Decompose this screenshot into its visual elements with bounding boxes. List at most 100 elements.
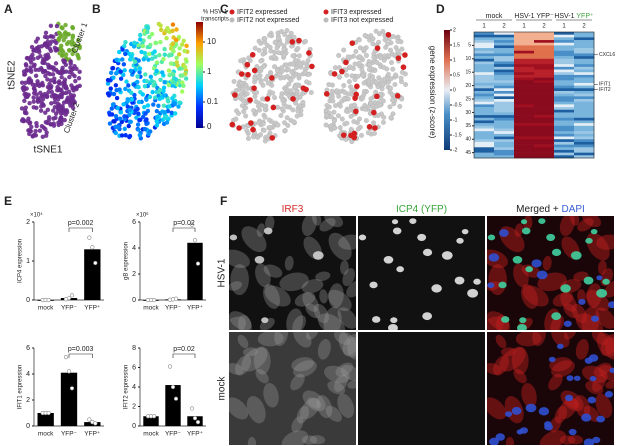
cell-point bbox=[279, 106, 285, 112]
nucleus bbox=[521, 227, 531, 235]
heatmap-cell bbox=[474, 115, 495, 119]
replicate-point bbox=[192, 238, 198, 243]
heatmap-cell bbox=[494, 133, 515, 137]
cell-point bbox=[158, 27, 164, 33]
cytoplasm bbox=[559, 435, 576, 445]
micrograph-content bbox=[229, 332, 356, 445]
cytoplasm bbox=[327, 289, 352, 312]
cell-point bbox=[360, 73, 366, 78]
heatmap-cell bbox=[494, 131, 515, 135]
y-axis-label: gB expression bbox=[124, 242, 130, 280]
heatmap-cell bbox=[474, 112, 495, 116]
colorbar-tick-label: -1.5 bbox=[453, 132, 462, 138]
cell-point bbox=[122, 114, 127, 119]
axis-label: tSNE1 bbox=[34, 145, 63, 156]
cell-point bbox=[297, 103, 303, 109]
heatmap-cell bbox=[514, 125, 535, 129]
cell-point bbox=[344, 120, 350, 126]
colorbar-tick-label: 1 bbox=[207, 67, 212, 76]
heatmap-cell bbox=[494, 117, 515, 121]
cytoplasm bbox=[317, 339, 331, 360]
cytoplasm bbox=[300, 397, 320, 420]
cell-point bbox=[49, 89, 55, 95]
nucleus bbox=[551, 248, 562, 257]
heatmap-cell bbox=[474, 117, 495, 121]
cell-point bbox=[398, 75, 404, 81]
nucleus bbox=[512, 255, 523, 264]
cytoplasm bbox=[586, 283, 602, 309]
cell-point bbox=[243, 82, 249, 88]
nucleus bbox=[369, 281, 378, 289]
cell-point-expressed bbox=[340, 132, 347, 138]
cell-point bbox=[136, 127, 141, 132]
heatmap-cell bbox=[534, 53, 555, 57]
cell-point bbox=[295, 108, 301, 114]
cell-point bbox=[24, 86, 29, 91]
cell-point bbox=[369, 74, 375, 80]
heatmap-cell bbox=[574, 74, 595, 78]
cell-point bbox=[43, 126, 48, 132]
nucleus bbox=[519, 317, 527, 324]
heatmap-cell bbox=[534, 88, 555, 92]
cell-point bbox=[278, 94, 284, 100]
cell-point bbox=[126, 123, 131, 129]
cell-point bbox=[331, 118, 337, 124]
x-tick-label: mock bbox=[38, 431, 54, 438]
heatmap-cell bbox=[494, 120, 515, 124]
replicate-point bbox=[66, 295, 72, 301]
gene-label: IFIT1 bbox=[599, 82, 611, 88]
heatmap-cell bbox=[514, 104, 535, 108]
cell-point-expressed bbox=[251, 67, 258, 74]
heatmap-cell bbox=[534, 123, 555, 127]
heatmap-cell bbox=[514, 37, 535, 41]
cytoplasm bbox=[563, 332, 577, 340]
cell-point bbox=[276, 41, 282, 47]
cell-point bbox=[355, 73, 361, 79]
cytoplasm bbox=[347, 336, 356, 360]
cell-point bbox=[244, 128, 250, 134]
heatmap-cell bbox=[554, 147, 575, 151]
heatmap-cell bbox=[494, 61, 515, 65]
cell-point-expressed bbox=[395, 55, 402, 61]
cell-point bbox=[356, 37, 362, 43]
cytoplasm bbox=[563, 303, 579, 319]
y-axis-label: IFIT1 expression bbox=[18, 365, 24, 410]
heatmap-cell bbox=[474, 152, 495, 156]
cytoplasm bbox=[487, 311, 510, 330]
heatmap-cell bbox=[554, 40, 575, 44]
heatmap-cell bbox=[574, 107, 595, 111]
cytoplasm bbox=[290, 373, 305, 391]
cell-point bbox=[330, 98, 336, 104]
micrograph-content bbox=[229, 216, 356, 330]
cell-point bbox=[114, 88, 119, 93]
cell-point bbox=[113, 83, 119, 88]
cytoplasm bbox=[265, 216, 275, 231]
heatmap-cell bbox=[554, 120, 575, 124]
heatmap-cell bbox=[474, 109, 495, 113]
cell-point bbox=[370, 41, 376, 47]
cell-point bbox=[45, 107, 51, 113]
replicate-point bbox=[63, 355, 69, 360]
heatmap-cell bbox=[494, 128, 515, 132]
cell-point bbox=[362, 33, 368, 38]
cell-point bbox=[108, 70, 114, 76]
cell-point bbox=[288, 77, 294, 83]
cell-point bbox=[70, 102, 75, 107]
cell-point bbox=[292, 84, 298, 90]
replicate-point bbox=[170, 384, 176, 390]
heatmap-cell bbox=[474, 141, 495, 145]
heatmap-cell bbox=[554, 152, 575, 156]
cell-point-expressed bbox=[296, 37, 302, 44]
cell-point bbox=[135, 106, 140, 112]
heatmap-cell bbox=[574, 120, 595, 124]
cell-point bbox=[127, 107, 133, 113]
cytoplasm bbox=[596, 332, 614, 358]
nucleus bbox=[568, 428, 577, 436]
cell-point bbox=[33, 67, 38, 72]
cytoplasm bbox=[316, 394, 333, 419]
cytoplasm bbox=[319, 289, 328, 304]
cell-point bbox=[148, 42, 153, 48]
cell-point bbox=[164, 114, 169, 119]
